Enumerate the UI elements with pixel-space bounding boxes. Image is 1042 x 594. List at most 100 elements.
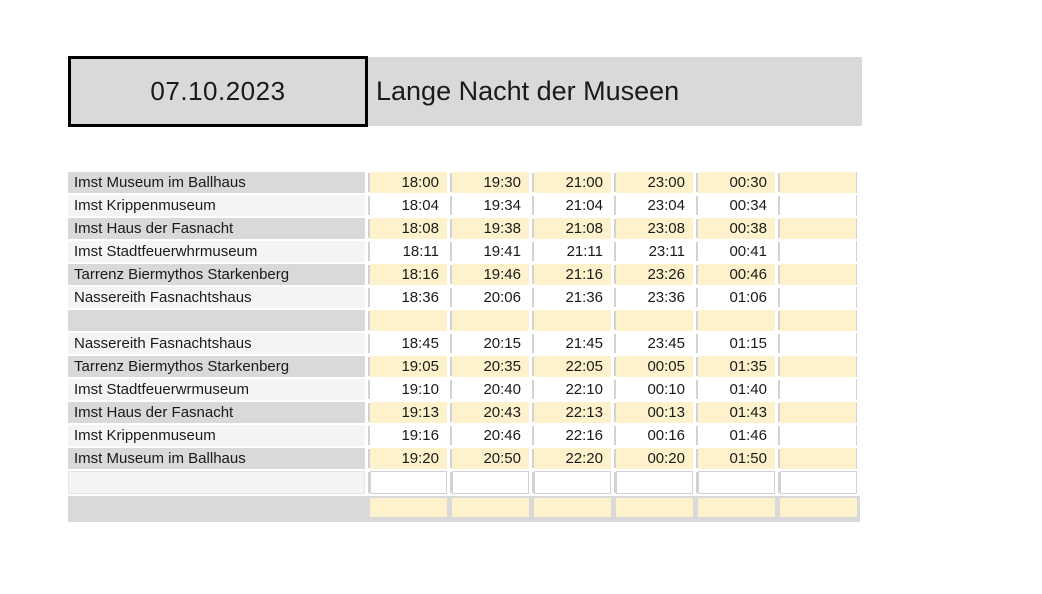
event-date-cell[interactable]: 07.10.2023 bbox=[68, 56, 368, 127]
time-cell[interactable]: 18:00 bbox=[370, 172, 447, 193]
time-cell[interactable]: 00:30 bbox=[698, 172, 775, 193]
time-cell[interactable]: 22:20 bbox=[534, 448, 611, 469]
time-cell[interactable] bbox=[452, 471, 529, 494]
time-cell[interactable]: 01:35 bbox=[698, 356, 775, 377]
time-cell[interactable]: 01:43 bbox=[698, 402, 775, 423]
time-cell[interactable]: 00:05 bbox=[616, 356, 693, 377]
time-cell[interactable]: 00:13 bbox=[616, 402, 693, 423]
time-cell[interactable] bbox=[780, 471, 857, 494]
time-cell[interactable] bbox=[780, 448, 857, 469]
time-cell[interactable]: 18:36 bbox=[370, 287, 447, 308]
time-cell[interactable]: 00:46 bbox=[698, 264, 775, 285]
time-cell[interactable] bbox=[698, 498, 775, 517]
time-cell[interactable]: 20:46 bbox=[452, 425, 529, 446]
time-cell[interactable]: 18:11 bbox=[370, 241, 447, 262]
time-cell[interactable]: 19:38 bbox=[452, 218, 529, 239]
time-cell[interactable]: 23:00 bbox=[616, 172, 693, 193]
time-cell[interactable] bbox=[534, 471, 611, 494]
time-cell[interactable]: 00:16 bbox=[616, 425, 693, 446]
time-cell[interactable]: 21:45 bbox=[534, 333, 611, 354]
museum-name-cell[interactable]: Imst Krippenmuseum bbox=[68, 195, 365, 216]
time-cell[interactable]: 23:26 bbox=[616, 264, 693, 285]
time-cell[interactable] bbox=[452, 498, 529, 517]
time-cell[interactable] bbox=[780, 264, 857, 285]
time-cell[interactable]: 00:34 bbox=[698, 195, 775, 216]
time-cell[interactable]: 00:38 bbox=[698, 218, 775, 239]
time-cell[interactable] bbox=[370, 310, 447, 331]
time-cell[interactable]: 21:36 bbox=[534, 287, 611, 308]
museum-name-cell[interactable]: Nassereith Fasnachtshaus bbox=[68, 333, 365, 354]
museum-name-cell[interactable] bbox=[68, 498, 365, 517]
time-cell[interactable] bbox=[616, 310, 693, 331]
museum-name-cell[interactable]: Imst Stadtfeuerwhrmuseum bbox=[68, 241, 365, 262]
time-cell[interactable] bbox=[780, 218, 857, 239]
time-cell[interactable] bbox=[698, 471, 775, 494]
time-cell[interactable] bbox=[780, 287, 857, 308]
time-cell[interactable]: 01:15 bbox=[698, 333, 775, 354]
time-cell[interactable] bbox=[616, 471, 693, 494]
time-cell[interactable] bbox=[616, 498, 693, 517]
time-cell[interactable]: 01:06 bbox=[698, 287, 775, 308]
time-cell[interactable]: 19:16 bbox=[370, 425, 447, 446]
museum-name-cell[interactable]: Nassereith Fasnachtshaus bbox=[68, 287, 365, 308]
time-cell[interactable]: 18:04 bbox=[370, 195, 447, 216]
museum-name-cell[interactable]: Imst Krippenmuseum bbox=[68, 425, 365, 446]
time-cell[interactable] bbox=[780, 425, 857, 446]
time-cell[interactable]: 18:08 bbox=[370, 218, 447, 239]
museum-name-cell[interactable]: Imst Museum im Ballhaus bbox=[68, 172, 365, 193]
time-cell[interactable]: 21:16 bbox=[534, 264, 611, 285]
museum-name-cell[interactable]: Imst Haus der Fasnacht bbox=[68, 218, 365, 239]
time-cell[interactable] bbox=[534, 310, 611, 331]
time-cell[interactable]: 19:46 bbox=[452, 264, 529, 285]
museum-name-cell[interactable]: Imst Museum im Ballhaus bbox=[68, 448, 365, 469]
time-cell[interactable] bbox=[780, 356, 857, 377]
time-cell[interactable]: 19:30 bbox=[452, 172, 529, 193]
time-cell[interactable] bbox=[780, 195, 857, 216]
event-title-cell[interactable]: Lange Nacht der Museen bbox=[368, 57, 862, 126]
time-cell[interactable] bbox=[780, 310, 857, 331]
time-cell[interactable]: 22:10 bbox=[534, 379, 611, 400]
time-cell[interactable]: 23:36 bbox=[616, 287, 693, 308]
time-cell[interactable]: 21:00 bbox=[534, 172, 611, 193]
time-cell[interactable] bbox=[698, 310, 775, 331]
time-cell[interactable]: 23:11 bbox=[616, 241, 693, 262]
time-cell[interactable]: 00:41 bbox=[698, 241, 775, 262]
time-cell[interactable] bbox=[780, 333, 857, 354]
time-cell[interactable]: 19:41 bbox=[452, 241, 529, 262]
time-cell[interactable] bbox=[534, 498, 611, 517]
time-cell[interactable] bbox=[780, 241, 857, 262]
time-cell[interactable] bbox=[780, 498, 857, 517]
time-cell[interactable] bbox=[370, 471, 447, 494]
time-cell[interactable]: 19:13 bbox=[370, 402, 447, 423]
time-cell[interactable]: 01:46 bbox=[698, 425, 775, 446]
time-cell[interactable]: 20:50 bbox=[452, 448, 529, 469]
time-cell[interactable]: 19:20 bbox=[370, 448, 447, 469]
time-cell[interactable]: 19:10 bbox=[370, 379, 447, 400]
time-cell[interactable] bbox=[452, 310, 529, 331]
museum-name-cell[interactable]: Imst Stadtfeuerwrmuseum bbox=[68, 379, 365, 400]
time-cell[interactable] bbox=[780, 172, 857, 193]
time-cell[interactable]: 00:20 bbox=[616, 448, 693, 469]
museum-name-cell[interactable] bbox=[68, 471, 365, 494]
time-cell[interactable]: 00:10 bbox=[616, 379, 693, 400]
time-cell[interactable]: 01:40 bbox=[698, 379, 775, 400]
time-cell[interactable]: 19:34 bbox=[452, 195, 529, 216]
time-cell[interactable] bbox=[370, 498, 447, 517]
time-cell[interactable]: 01:50 bbox=[698, 448, 775, 469]
museum-name-cell[interactable]: Tarrenz Biermythos Starkenberg bbox=[68, 264, 365, 285]
time-cell[interactable]: 19:05 bbox=[370, 356, 447, 377]
time-cell[interactable]: 22:16 bbox=[534, 425, 611, 446]
time-cell[interactable]: 20:35 bbox=[452, 356, 529, 377]
time-cell[interactable]: 18:45 bbox=[370, 333, 447, 354]
time-cell[interactable]: 23:45 bbox=[616, 333, 693, 354]
museum-name-cell[interactable]: Tarrenz Biermythos Starkenberg bbox=[68, 356, 365, 377]
time-cell[interactable]: 20:15 bbox=[452, 333, 529, 354]
time-cell[interactable]: 22:13 bbox=[534, 402, 611, 423]
time-cell[interactable]: 21:04 bbox=[534, 195, 611, 216]
time-cell[interactable]: 20:43 bbox=[452, 402, 529, 423]
time-cell[interactable]: 22:05 bbox=[534, 356, 611, 377]
museum-name-cell[interactable] bbox=[68, 310, 365, 331]
time-cell[interactable]: 20:06 bbox=[452, 287, 529, 308]
time-cell[interactable]: 20:40 bbox=[452, 379, 529, 400]
time-cell[interactable]: 21:11 bbox=[534, 241, 611, 262]
